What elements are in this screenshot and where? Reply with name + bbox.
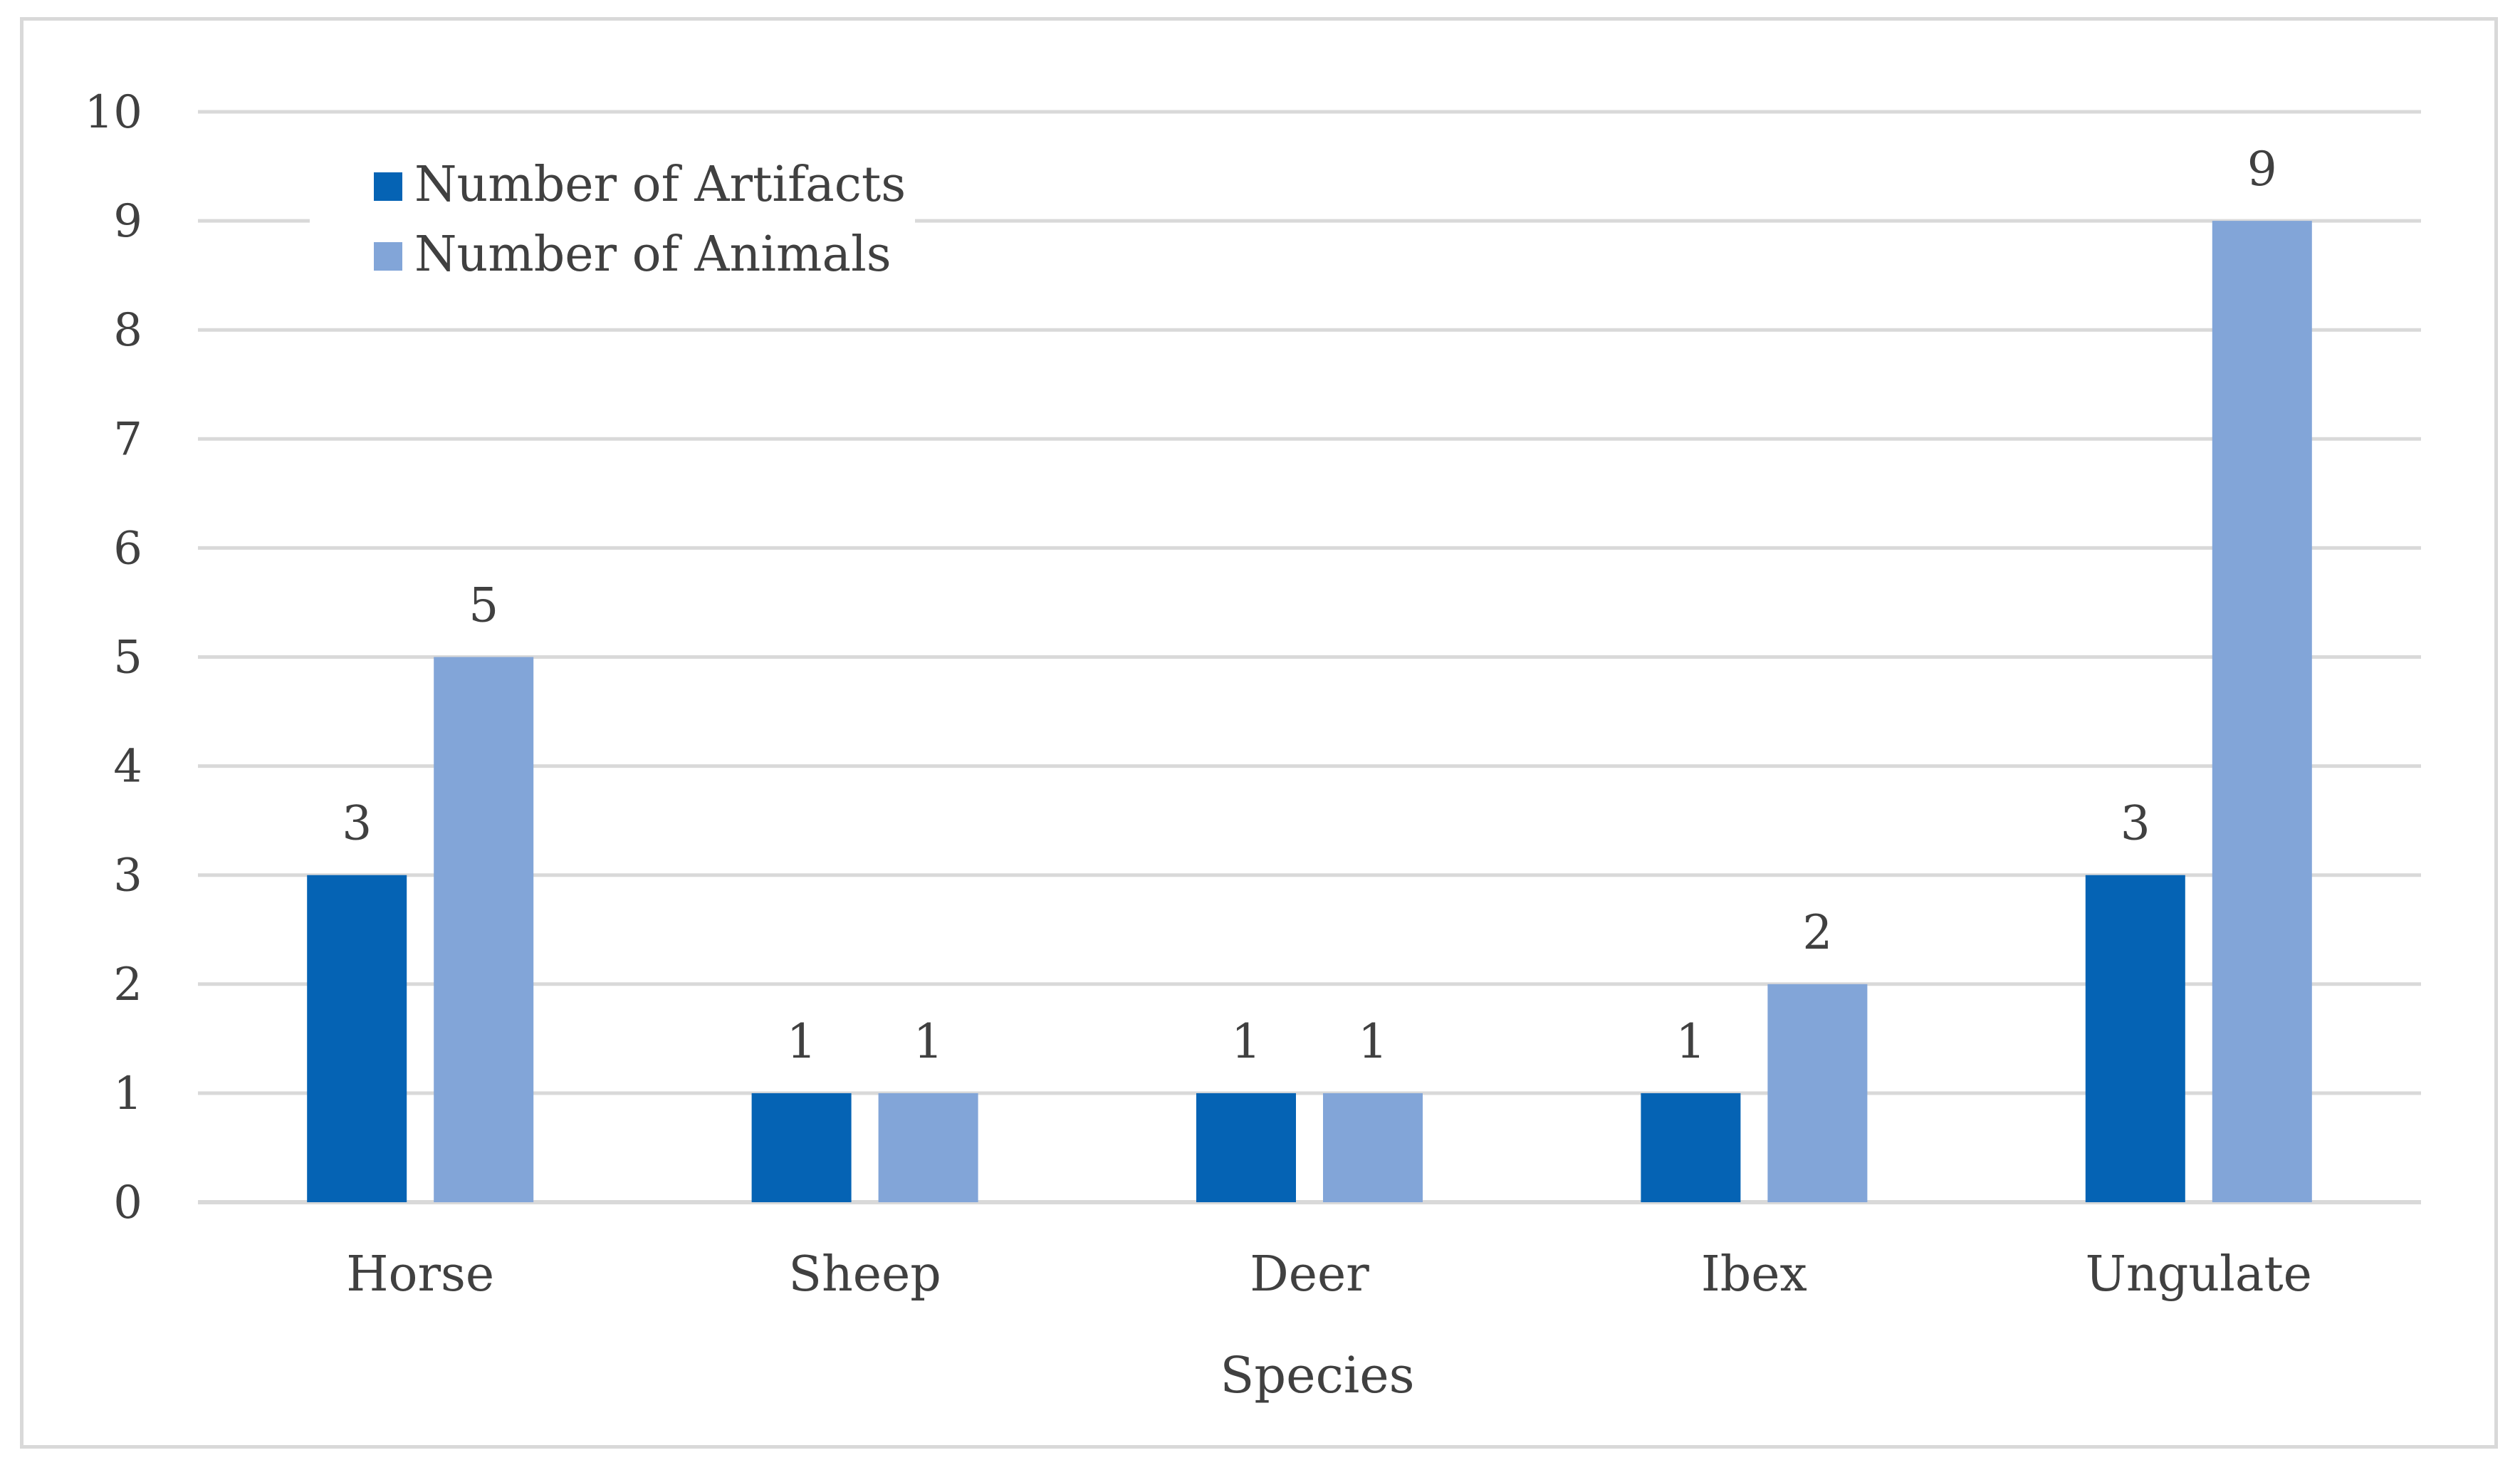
bar-ibex-animals (1767, 984, 1868, 1202)
y-tick-label-6: 6 (113, 522, 142, 575)
x-tick-label-horse: Horse (346, 1246, 494, 1303)
y-tick-label-5: 5 (113, 632, 142, 684)
data-label-sheep-animals: 1 (914, 1014, 943, 1069)
legend: Number of Artifacts Number of Animals (310, 142, 915, 292)
x-axis-title: Species (1220, 1346, 1414, 1404)
x-tick-label-deer: Deer (1250, 1246, 1369, 1303)
y-tick-label-1: 1 (113, 1068, 142, 1120)
y-tick-label-9: 9 (113, 195, 142, 248)
bar-ungulate-artifacts (2085, 875, 2185, 1202)
x-tick-label-ungulate: Ungulate (2086, 1246, 2312, 1303)
data-labels: 3 5 1 1 1 1 1 2 3 9 (342, 142, 2277, 1069)
x-axis-categories: Horse Sheep Deer Ibex Ungulate (346, 1246, 2312, 1303)
y-tick-label-10: 10 (85, 86, 142, 139)
data-label-ungulate-animals: 9 (2247, 142, 2277, 197)
y-tick-label-4: 4 (113, 741, 142, 793)
data-label-horse-animals: 5 (469, 578, 498, 633)
data-label-deer-artifacts: 1 (1231, 1014, 1261, 1069)
legend-swatch-artifacts (374, 172, 402, 201)
bar-horse-artifacts (307, 875, 407, 1202)
x-tick-label-ibex: Ibex (1701, 1246, 1807, 1303)
bar-sheep-animals (878, 1093, 978, 1202)
bar-ibex-artifacts (1641, 1093, 1741, 1202)
bar-sheep-artifacts (751, 1093, 852, 1202)
legend-label-artifacts: Number of Artifacts (414, 157, 906, 213)
y-axis-ticks: 0 1 2 3 4 5 6 7 8 9 10 (85, 86, 142, 1229)
x-tick-label-sheep: Sheep (788, 1246, 941, 1303)
bar-deer-artifacts (1196, 1093, 1296, 1202)
data-label-horse-artifacts: 3 (342, 796, 372, 851)
data-label-ibex-artifacts: 1 (1675, 1014, 1705, 1069)
legend-swatch-animals (374, 242, 402, 271)
data-label-deer-animals: 1 (1358, 1014, 1388, 1069)
y-tick-label-8: 8 (113, 304, 142, 357)
legend-label-animals: Number of Animals (414, 226, 892, 283)
bar-deer-animals (1323, 1093, 1423, 1202)
data-label-ibex-animals: 2 (1802, 905, 1832, 960)
bars (307, 221, 2312, 1203)
y-tick-label-0: 0 (113, 1177, 142, 1229)
y-tick-label-2: 2 (113, 959, 142, 1011)
data-label-sheep-artifacts: 1 (787, 1014, 817, 1069)
data-label-ungulate-artifacts: 3 (2121, 796, 2150, 851)
bar-horse-animals (434, 657, 534, 1202)
y-tick-label-3: 3 (113, 850, 142, 902)
y-tick-label-7: 7 (113, 413, 142, 466)
bar-ungulate-animals (2212, 221, 2312, 1203)
legend-background (310, 142, 915, 292)
